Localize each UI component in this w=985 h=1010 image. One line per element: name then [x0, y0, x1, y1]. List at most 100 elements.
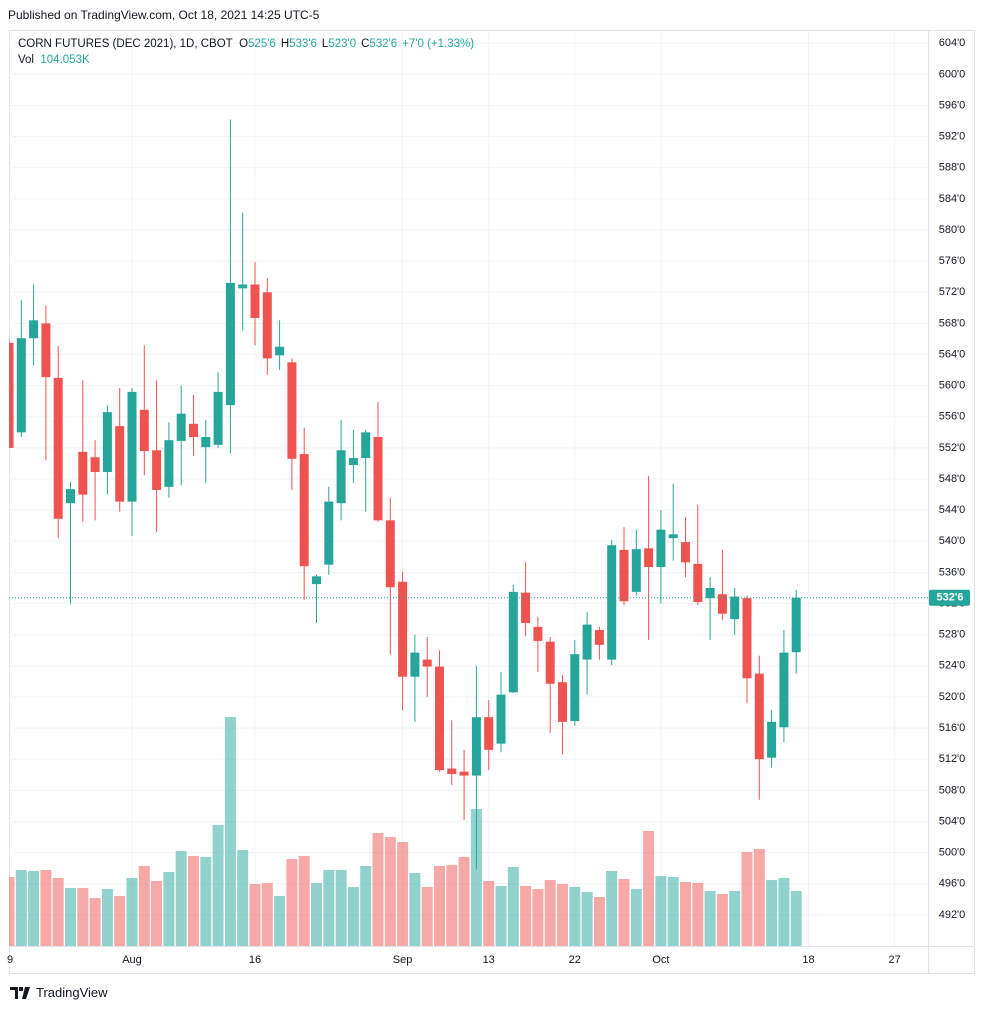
candle-body — [9, 342, 14, 448]
y-tick-label: 524'0 — [939, 660, 966, 672]
y-tick-label: 556'0 — [939, 411, 966, 423]
candle-body — [508, 591, 518, 693]
y-tick-label: 544'0 — [939, 504, 966, 516]
volume-bar — [372, 833, 384, 946]
volume-bar — [483, 880, 495, 946]
y-tick-label: 548'0 — [939, 473, 966, 485]
volume-bar — [65, 888, 76, 946]
x-tick-label: 27 — [888, 954, 900, 966]
legend-row: CORN FUTURES (DEC 2021), 1D, CBOT O525'6… — [18, 36, 479, 52]
volume-bar — [446, 864, 458, 946]
logo-icon — [10, 986, 30, 999]
o-value: 525'6 — [248, 38, 276, 50]
chart-frame — [9, 30, 975, 974]
volume-bar — [298, 855, 310, 946]
y-tick-label: 508'0 — [939, 784, 966, 796]
volume-bar — [28, 871, 40, 946]
candle-body — [681, 542, 690, 563]
legend-row: Vol 104.053K — [18, 52, 479, 68]
volume-bar — [126, 877, 138, 946]
volume-bar — [667, 877, 679, 946]
candle-body — [176, 413, 186, 441]
candle-body — [189, 423, 198, 438]
candle-body — [90, 457, 100, 473]
volume-bar — [507, 866, 519, 946]
volume-bar — [606, 871, 618, 946]
y-tick-label: 600'0 — [939, 68, 966, 80]
y-tick-label: 580'0 — [939, 224, 966, 236]
candle-body — [312, 576, 321, 585]
candle-body — [619, 549, 629, 602]
candle-body — [730, 596, 740, 620]
candle-body — [225, 282, 235, 406]
x-tick-label: 18 — [802, 954, 814, 966]
candle-body — [201, 437, 211, 448]
y-tick-label: 496'0 — [939, 878, 966, 890]
candle-body — [705, 588, 715, 599]
candle-body — [410, 652, 420, 677]
volume-bar — [323, 870, 335, 946]
volume-bar — [237, 850, 249, 946]
y-tick-label: 596'0 — [939, 99, 966, 111]
candle-body — [496, 694, 506, 744]
candle-body — [779, 652, 789, 728]
candle-body — [287, 362, 297, 459]
candle-body — [754, 673, 764, 760]
change: +7'0 (+1.33%) — [402, 38, 475, 50]
volume-bar — [778, 877, 790, 946]
candle-body — [102, 412, 112, 473]
candle-body — [385, 520, 395, 588]
c-key: C — [361, 38, 370, 50]
candle-body — [299, 454, 309, 567]
volume-bar — [249, 884, 261, 946]
candle-body — [115, 426, 125, 502]
candle-body — [594, 630, 604, 645]
volume-bar — [311, 883, 322, 946]
volume-bar — [790, 891, 802, 946]
volume-bar — [347, 887, 359, 946]
candle-body — [127, 391, 137, 502]
y-tick-label: 520'0 — [939, 691, 966, 703]
volume-bar — [40, 870, 52, 946]
volume-bar — [77, 888, 89, 946]
x-tick-label: 9 — [7, 954, 13, 966]
volume-bar — [101, 889, 113, 946]
y-tick-label: 588'0 — [939, 162, 966, 174]
candle-body — [668, 534, 678, 539]
candle-body — [139, 409, 149, 452]
candle-body — [66, 489, 75, 504]
candle-body — [767, 721, 777, 758]
y-tick-label: 604'0 — [939, 37, 966, 49]
candle-body — [631, 549, 641, 592]
candle-body — [656, 529, 666, 567]
y-tick-label: 552'0 — [939, 442, 966, 454]
volume-bar — [704, 890, 716, 946]
volume-bar — [618, 878, 630, 946]
y-tick-label: 564'0 — [939, 348, 966, 360]
volume-bar — [200, 857, 212, 946]
volume-bar — [175, 851, 187, 946]
candle-body — [336, 450, 346, 504]
l-value: 523'0 — [328, 38, 357, 50]
candle-body — [558, 682, 567, 722]
volume-bar — [114, 896, 126, 946]
y-tick-label: 572'0 — [939, 286, 966, 298]
candle-body — [348, 458, 358, 466]
y-tick-label: 512'0 — [939, 753, 966, 765]
candle-body — [742, 598, 752, 679]
candle-body — [545, 641, 555, 684]
y-tick-label: 492'0 — [939, 909, 966, 921]
volume-bar — [643, 830, 655, 946]
volume-bar — [274, 896, 286, 946]
x-tick-label: Oct — [652, 954, 669, 966]
candle-body — [422, 659, 432, 667]
candle-body — [570, 654, 580, 722]
candle-body — [250, 284, 260, 318]
h-key: H — [280, 38, 290, 50]
candle-body — [644, 548, 654, 567]
vol-key: Vol — [18, 54, 34, 66]
y-tick-label: 568'0 — [939, 317, 966, 329]
volume-bar — [52, 877, 64, 946]
x-tick-label: 22 — [569, 954, 581, 966]
candle-body — [435, 666, 444, 771]
